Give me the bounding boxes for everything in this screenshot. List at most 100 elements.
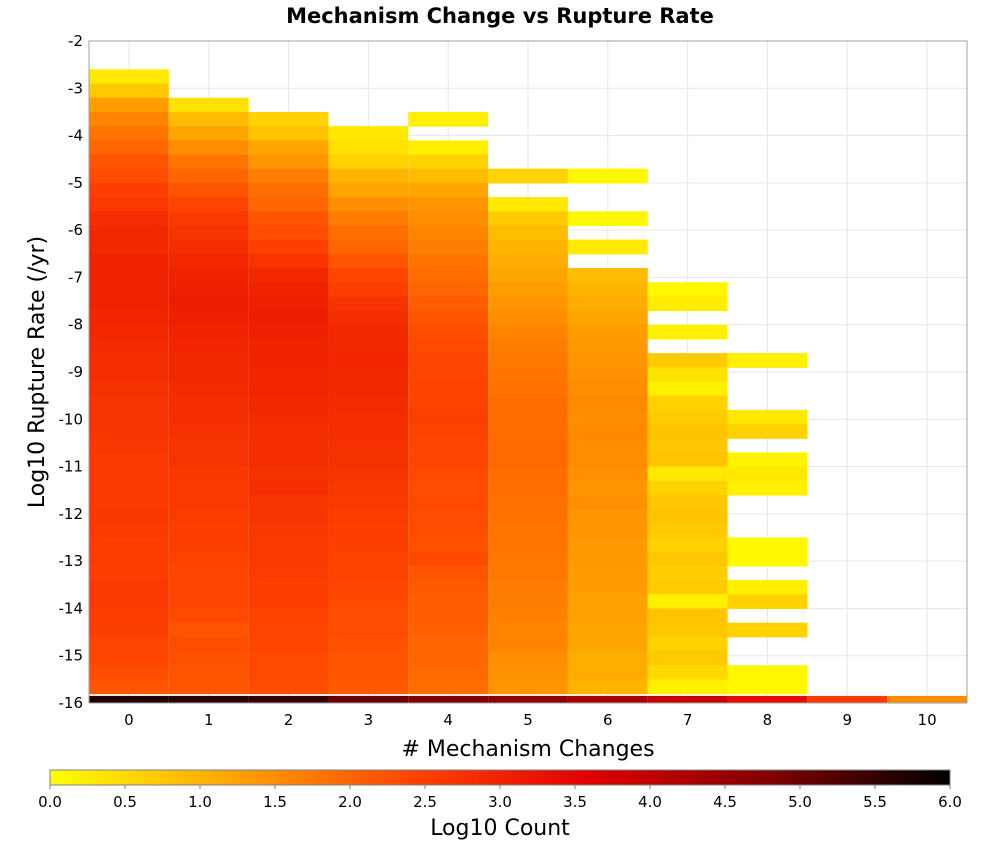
y-tick-label: -5 bbox=[68, 174, 83, 192]
heatmap-cell bbox=[647, 594, 728, 610]
heatmap-cell bbox=[89, 636, 169, 652]
heatmap-cell bbox=[168, 310, 249, 326]
heatmap-cell bbox=[488, 310, 568, 326]
heatmap-cell bbox=[248, 253, 329, 269]
heatmap-cell bbox=[248, 424, 329, 439]
heatmap-cell bbox=[408, 665, 489, 680]
heatmap-cell bbox=[567, 480, 648, 496]
heatmap-cell bbox=[567, 679, 648, 695]
heatmap-cells bbox=[89, 69, 967, 703]
x-tick-label: 3 bbox=[364, 711, 374, 729]
heatmap-cell bbox=[328, 267, 409, 283]
heatmap-cell bbox=[408, 182, 489, 198]
heatmap-cell bbox=[328, 424, 409, 439]
heatmap-cell bbox=[647, 665, 728, 680]
heatmap-cell bbox=[168, 551, 249, 567]
heatmap-cell bbox=[328, 154, 409, 170]
y-tick-label: -7 bbox=[68, 268, 83, 286]
heatmap-cell bbox=[328, 253, 409, 269]
heatmap-cell bbox=[647, 679, 728, 695]
heatmap-cell bbox=[408, 580, 489, 595]
heatmap-cell bbox=[89, 182, 169, 198]
heatmap-cell bbox=[168, 650, 249, 666]
heatmap-cell bbox=[727, 480, 808, 496]
heatmap-cell bbox=[168, 409, 249, 425]
heatmap-cell bbox=[727, 665, 808, 680]
heatmap-cell bbox=[248, 126, 329, 141]
x-tick-label: 7 bbox=[683, 711, 693, 729]
heatmap-cell bbox=[168, 197, 249, 212]
heatmap-cell bbox=[408, 494, 489, 510]
heatmap-cell bbox=[89, 97, 169, 113]
heatmap-cell bbox=[488, 253, 568, 269]
x-tick-label: 10 bbox=[918, 711, 937, 729]
heatmap-cell-zero-rate bbox=[807, 695, 888, 703]
heatmap-cell bbox=[567, 381, 648, 397]
heatmap-cell bbox=[168, 296, 249, 312]
heatmap-cell bbox=[488, 438, 568, 453]
heatmap-cell bbox=[89, 239, 169, 255]
heatmap-cell bbox=[168, 594, 249, 610]
heatmap-cell bbox=[89, 395, 169, 411]
heatmap-cell-zero-rate bbox=[408, 695, 489, 703]
heatmap-cell bbox=[248, 338, 329, 354]
heatmap-cell bbox=[168, 636, 249, 652]
heatmap-cell bbox=[647, 494, 728, 510]
heatmap-cell bbox=[567, 296, 648, 312]
heatmap-cell bbox=[488, 409, 568, 425]
heatmap-cell bbox=[488, 580, 568, 595]
colorbar-tick-label: 4.0 bbox=[638, 793, 662, 811]
heatmap-cell-zero-rate bbox=[887, 695, 967, 703]
heatmap-cell-zero-rate bbox=[647, 695, 728, 703]
y-axis-label: Log10 Rupture Rate (/yr) bbox=[25, 236, 50, 508]
heatmap-cell bbox=[408, 409, 489, 425]
heatmap-cell bbox=[168, 140, 249, 156]
heatmap-cell bbox=[488, 565, 568, 581]
heatmap-cell bbox=[727, 409, 808, 425]
heatmap-cell bbox=[488, 466, 568, 482]
heatmap-cell bbox=[647, 282, 728, 297]
heatmap-cell bbox=[567, 509, 648, 524]
heatmap-cell bbox=[488, 636, 568, 652]
heatmap-cell bbox=[488, 211, 568, 227]
heatmap-cell bbox=[89, 580, 169, 595]
heatmap-cell bbox=[328, 395, 409, 411]
colorbar-tick-label: 6.0 bbox=[938, 793, 962, 811]
heatmap-cell bbox=[248, 608, 329, 624]
heatmap-cell bbox=[408, 608, 489, 624]
y-tick-label: -15 bbox=[59, 647, 84, 665]
heatmap-cell bbox=[168, 452, 249, 468]
heatmap-cell bbox=[727, 594, 808, 610]
heatmap-cell bbox=[328, 650, 409, 666]
heatmap-cell bbox=[488, 367, 568, 383]
heatmap-cell bbox=[408, 282, 489, 297]
heatmap-cell bbox=[248, 324, 329, 340]
heatmap-cell bbox=[89, 565, 169, 581]
heatmap-cell bbox=[248, 282, 329, 297]
heatmap-cell bbox=[488, 267, 568, 283]
colorbar-tick-label: 0.0 bbox=[38, 793, 62, 811]
heatmap-cell bbox=[248, 438, 329, 453]
heatmap-cell bbox=[89, 296, 169, 312]
heatmap-cell bbox=[328, 140, 409, 156]
heatmap-cell bbox=[408, 551, 489, 567]
heatmap-cell bbox=[328, 636, 409, 652]
heatmap-cell bbox=[567, 367, 648, 383]
heatmap-cell bbox=[408, 154, 489, 170]
heatmap-cell bbox=[647, 424, 728, 439]
heatmap-cell bbox=[248, 211, 329, 227]
heatmap-cell bbox=[89, 622, 169, 638]
heatmap-cell bbox=[727, 466, 808, 482]
heatmap-cell bbox=[168, 168, 249, 184]
heatmap-cell bbox=[328, 211, 409, 227]
heatmap-cell bbox=[168, 381, 249, 397]
heatmap-cell bbox=[248, 665, 329, 680]
colorbar-tick-label: 1.5 bbox=[263, 793, 287, 811]
heatmap-cell bbox=[168, 679, 249, 695]
heatmap-cell bbox=[567, 650, 648, 666]
colorbar-tick-label: 2.5 bbox=[413, 793, 437, 811]
heatmap-cell bbox=[328, 509, 409, 524]
heatmap-cell bbox=[89, 324, 169, 340]
colorbar bbox=[49, 769, 951, 786]
heatmap-cell bbox=[248, 239, 329, 255]
